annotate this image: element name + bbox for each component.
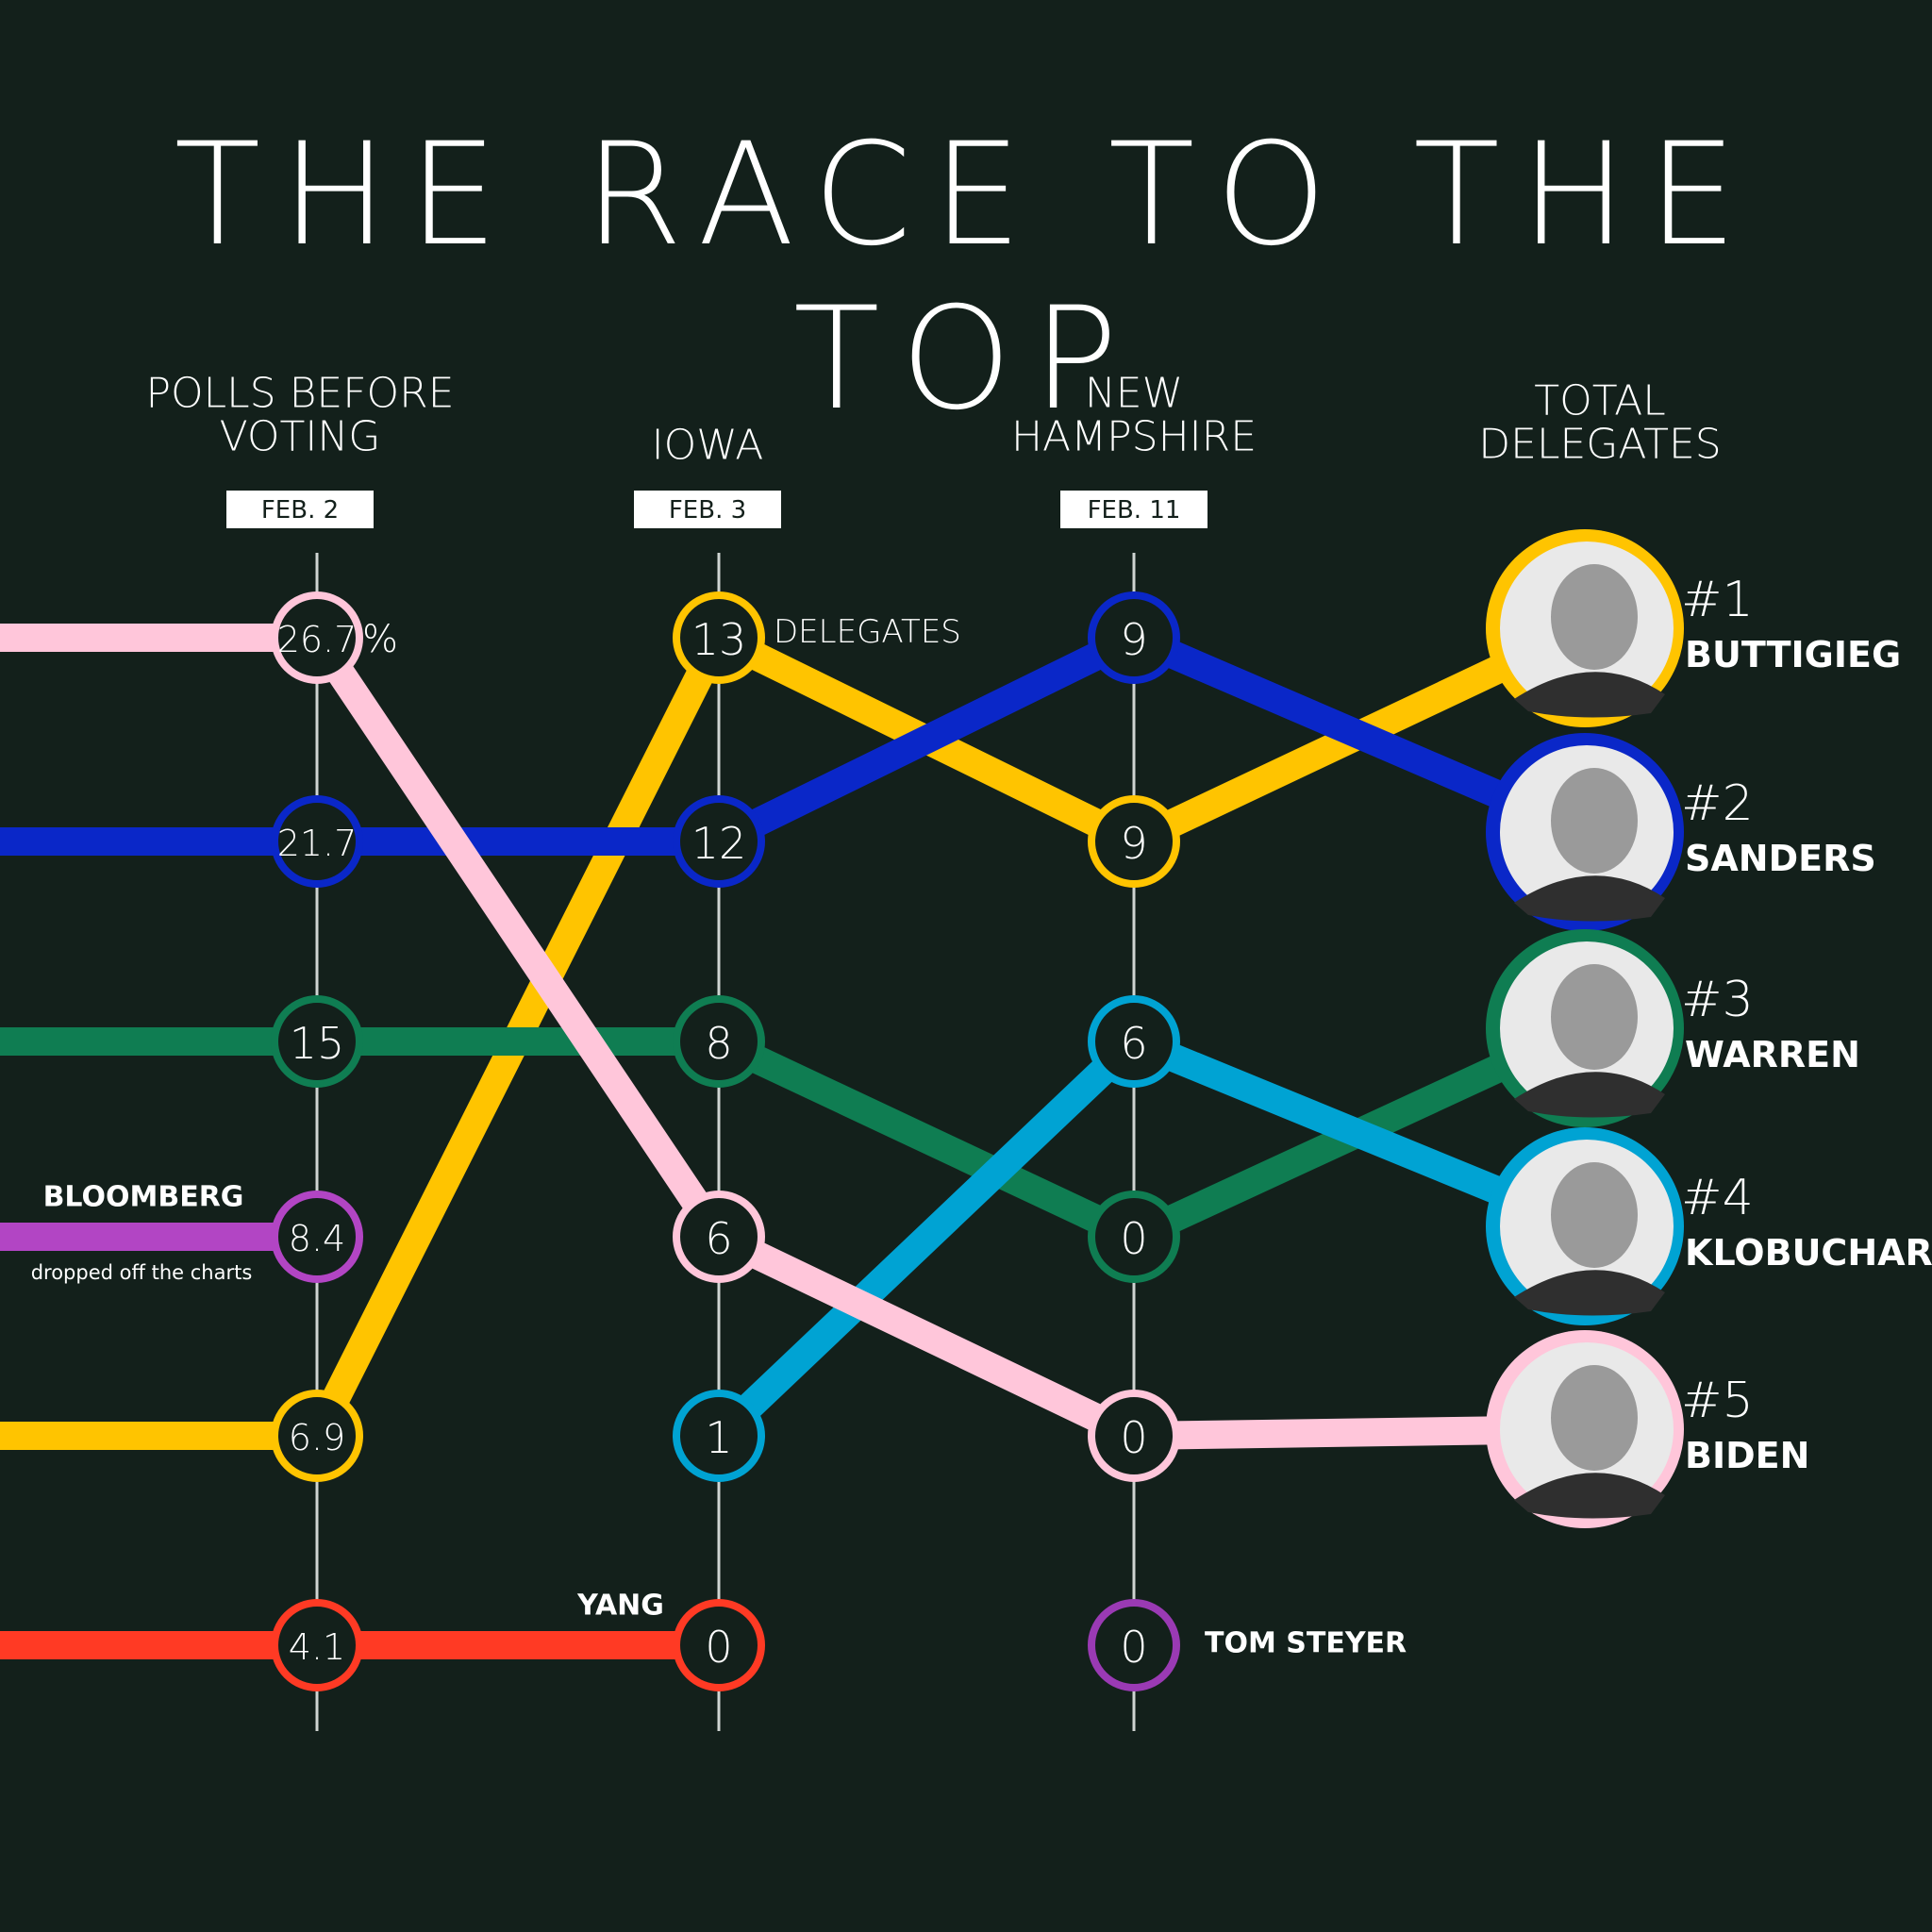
name-klobuchar: KLOBUCHAR [1685,1232,1932,1274]
node-bloomberg-0 [271,1191,363,1283]
node-tom-steyer-2 [1088,1599,1180,1691]
stage-label-voting: VOTING [220,413,381,461]
node-buttigieg-0 [271,1390,363,1482]
node-biden-0 [271,591,363,684]
node-sanders-2 [1088,591,1180,684]
chart-title: THE RACE TO THE TOP [174,113,1758,441]
node-bloomberg-0-label: 8.4 [289,1218,345,1259]
portrait-biden [1486,1330,1684,1528]
node-biden-0-label: 26.7 [277,619,358,660]
stage-label-total: TOTAL [1534,377,1666,425]
node-buttigieg-1-label: 13 [691,614,747,665]
stage-date: FEB. 11 [1088,496,1181,525]
node-buttigieg-1 [673,591,765,684]
node-biden-1-label: 6 [705,1213,732,1264]
stage-label-new: NEW [1085,370,1183,418]
name-buttigieg: BUTTIGIEG [1685,634,1901,675]
node-sanders-2-label: 9 [1120,614,1147,665]
node-sanders-1-label: 12 [691,818,747,869]
portrait-sanders [1486,733,1684,931]
node-warren-0 [271,995,363,1088]
node-warren-2-label: 0 [1120,1213,1147,1264]
rank-buttigieg: #1 [1681,572,1754,628]
unit-percent: % [362,618,398,661]
date-box [634,491,781,528]
node-yang-0-label: 4.1 [289,1626,345,1668]
node-warren-1-label: 8 [705,1018,732,1069]
node-warren-2 [1088,1191,1180,1283]
node-sanders-0-label: 21.7 [277,823,358,864]
label-yang: YANG [576,1590,664,1623]
date-box [226,491,374,528]
name-biden: BIDEN [1685,1435,1809,1476]
name-sanders: SANDERS [1685,838,1876,879]
node-biden-2-label: 0 [1120,1412,1147,1463]
node-yang-1 [673,1599,765,1691]
stage-label-polls-before: POLLS BEFORE [145,370,454,418]
stage-date: FEB. 3 [669,496,746,525]
portrait-warren [1486,929,1684,1127]
stage-label-iowa: IOWA [652,422,764,470]
node-biden-2 [1088,1390,1180,1482]
node-biden-1 [673,1191,765,1283]
node-klobuchar-2 [1088,995,1180,1088]
node-klobuchar-1-label: 1 [705,1412,732,1463]
label-steyer: TOM STEYER [1205,1627,1407,1660]
node-warren-0-label: 15 [290,1018,345,1069]
node-buttigieg-2 [1088,795,1180,888]
node-sanders-0 [271,795,363,888]
rank-biden: #5 [1681,1373,1754,1429]
unit-delegates: DELEGATES [774,613,961,651]
node-tom-steyer-2-label: 0 [1120,1622,1147,1673]
portrait-klobuchar [1486,1127,1684,1325]
node-buttigieg-0-label: 6.9 [289,1417,345,1458]
node-sanders-1 [673,795,765,888]
stage-label-hampshire: HAMPSHIRE [1011,413,1257,461]
node-buttigieg-2-label: 9 [1120,818,1147,869]
rank-warren: #3 [1681,972,1754,1028]
label-bloomberg-note: dropped off the charts [31,1261,253,1284]
date-box [1060,491,1208,528]
stage-date: FEB. 2 [261,496,339,525]
stage-label-delegates: DELEGATES [1478,421,1721,469]
portrait-buttigieg [1486,529,1684,727]
node-yang-1-label: 0 [705,1622,732,1673]
name-warren: WARREN [1685,1034,1860,1075]
node-yang-0 [271,1599,363,1691]
node-klobuchar-1 [673,1390,765,1482]
node-warren-1 [673,995,765,1088]
node-klobuchar-2-label: 6 [1120,1018,1147,1069]
rank-klobuchar: #4 [1681,1170,1754,1226]
rank-sanders: #2 [1681,775,1754,832]
label-bloomberg: BLOOMBERG [43,1181,244,1214]
